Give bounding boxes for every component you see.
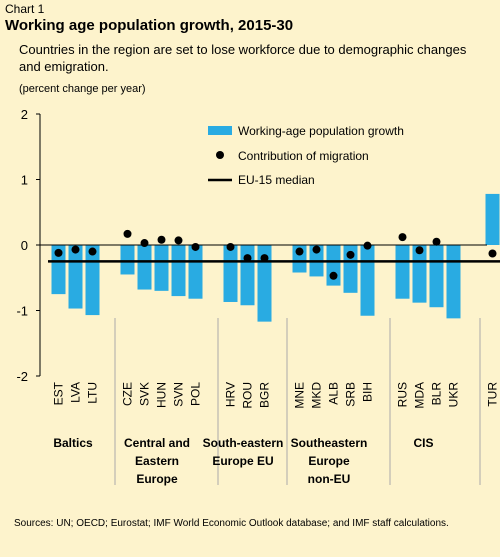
bar-est xyxy=(51,245,66,295)
chart-legend: Working-age population growth Contributio… xyxy=(208,124,404,187)
category-label: LTU xyxy=(86,382,100,404)
y-tick-label: 1 xyxy=(21,173,28,188)
migration-dot-lva xyxy=(71,245,80,254)
category-label: SVK xyxy=(138,382,152,406)
bar-svk xyxy=(137,245,152,290)
plot-area: -2 -1 0 1 2 EST LVA LTU CZE SVK HUN SVN POL HRV ROU BGR… xyxy=(16,107,500,486)
category-label: BIH xyxy=(361,382,375,402)
category-label: SVN xyxy=(172,382,186,407)
bar-srb xyxy=(343,245,358,293)
migration-dot-blr xyxy=(432,237,441,246)
category-label: RUS xyxy=(396,382,410,407)
category-label: LVA xyxy=(69,382,83,403)
legend-swatch-bar xyxy=(208,126,232,135)
migration-dot-tur xyxy=(488,249,497,258)
category-label: MKD xyxy=(310,382,324,409)
group-label: South-eastern Europe EU xyxy=(203,436,284,468)
bar-cze xyxy=(120,245,135,275)
bar-mda xyxy=(412,245,427,303)
category-label: EST xyxy=(52,381,66,405)
bar-bgr xyxy=(257,245,272,322)
category-label: SRB xyxy=(344,382,358,407)
category-label: ALB xyxy=(327,382,341,405)
bar-hun xyxy=(154,245,169,291)
chart-unit-label: (percent change per year) xyxy=(19,83,146,95)
source-note: Sources: UN; OECD; Eurostat; IMF World E… xyxy=(14,518,449,529)
chart-number: Chart 1 xyxy=(5,2,45,16)
bar-rus xyxy=(395,245,410,299)
bar-ukr xyxy=(446,245,461,319)
group-label: CIS xyxy=(413,436,433,450)
chart-title: Working age population growth, 2015-30 xyxy=(5,17,294,34)
bar-hrv xyxy=(223,245,238,302)
y-tick-label: -2 xyxy=(16,369,28,384)
y-tick-label: 2 xyxy=(21,107,28,122)
working-age-chart: -2 -1 0 1 2 EST LVA LTU CZE SVK HUN SVN POL HRV ROU BGR… xyxy=(16,107,500,486)
category-label: CZE xyxy=(121,382,135,406)
migration-dot-ltu xyxy=(88,247,97,256)
category-label: HUN xyxy=(155,382,169,408)
category-label: BLR xyxy=(430,382,444,406)
migration-dot-hun xyxy=(157,235,166,244)
migration-dot-alb xyxy=(329,271,338,280)
bar-bih xyxy=(360,245,375,316)
legend-swatch-dot xyxy=(216,151,224,159)
category-label: UKR xyxy=(447,382,461,408)
migration-dot-mkd xyxy=(312,245,321,254)
bar-rou xyxy=(240,245,255,306)
migration-dot-pol xyxy=(191,242,200,251)
category-label: MDA xyxy=(413,382,427,409)
y-tick-label: -1 xyxy=(16,304,28,319)
migration-dot-cze xyxy=(123,229,132,238)
migration-dot-mne xyxy=(295,247,304,256)
migration-dot-mda xyxy=(415,246,424,255)
group-label: Southeastern Europe non-EU xyxy=(291,436,368,486)
migration-dot-bgr xyxy=(260,254,269,263)
legend-label-dot: Contribution of migration xyxy=(238,149,369,163)
bar-tur xyxy=(485,193,500,245)
migration-dot-est xyxy=(54,248,63,257)
migration-dot-rou xyxy=(243,254,252,263)
category-label: ROU xyxy=(241,382,255,409)
migration-dot-srb xyxy=(346,250,355,259)
legend-label-line: EU-15 median xyxy=(238,173,315,187)
migration-dot-svn xyxy=(174,236,183,245)
y-tick-label: 0 xyxy=(21,238,28,253)
migration-dot-rus xyxy=(398,233,407,242)
bar-blr xyxy=(429,245,444,308)
group-label: Baltics xyxy=(53,436,93,450)
legend-label-bar: Working-age population growth xyxy=(238,124,404,138)
migration-dot-bih xyxy=(363,241,372,250)
category-label: MNE xyxy=(293,382,307,409)
category-label: HRV xyxy=(224,382,238,407)
bar-svn xyxy=(171,245,186,297)
group-label: Central and Eastern Europe xyxy=(124,436,190,486)
bar-pol xyxy=(188,245,203,299)
chart-subtitle: Countries in the region are set to lose … xyxy=(19,42,467,74)
migration-dot-svk xyxy=(140,239,149,248)
migration-dot-hrv xyxy=(226,242,235,251)
category-label: TUR xyxy=(486,382,500,407)
bar-lva xyxy=(68,245,83,309)
category-label: POL xyxy=(189,382,203,406)
category-label: BGR xyxy=(258,382,272,408)
